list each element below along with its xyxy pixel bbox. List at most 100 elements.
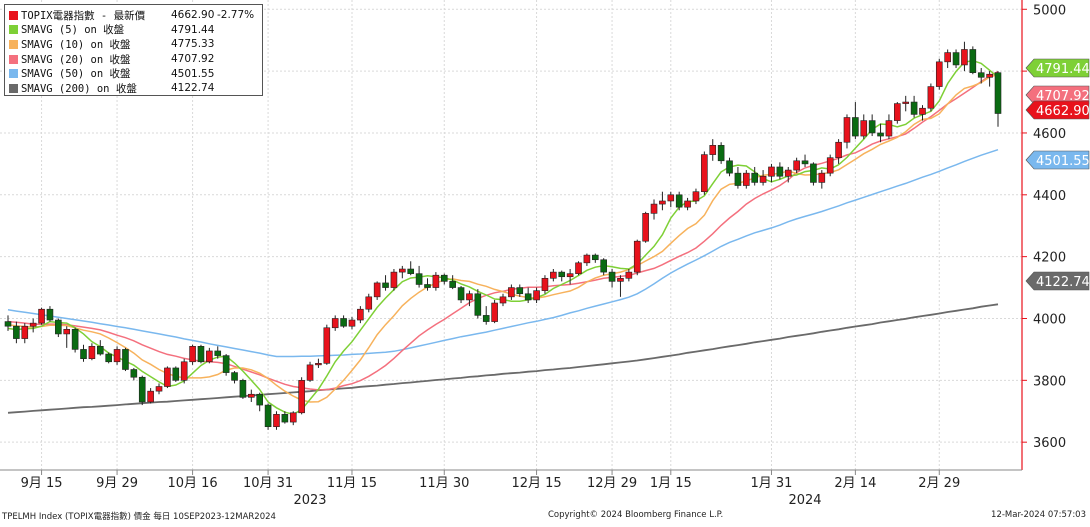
y-tick-label: 4400 (1033, 189, 1066, 204)
candle (717, 142, 725, 164)
candle (826, 154, 834, 177)
legend-change: -2.77% (217, 9, 255, 22)
candle (189, 344, 196, 365)
candle (625, 269, 633, 282)
candle (969, 46, 977, 75)
candle (776, 162, 784, 180)
chart-footer: TPELMH Index (TOPIX電器指數) 價金 每日 10SEP2023… (0, 508, 1090, 523)
legend-swatch (9, 39, 18, 49)
candle (894, 102, 901, 124)
candle (113, 346, 121, 365)
candle (55, 318, 62, 338)
legend-value: 4707.92 (171, 53, 215, 66)
last-value-tag-label: 4662.90 (1036, 104, 1090, 119)
y-tick-label: 3800 (1033, 374, 1066, 389)
candle (399, 265, 406, 279)
legend-series-name: SMAVG (10) on 收盤 (21, 38, 131, 51)
candle (357, 306, 364, 324)
candle (516, 284, 524, 297)
candle (38, 307, 45, 325)
legend-entry: SMAVG (50) on 收盤 4501.55 (9, 66, 258, 81)
candle (197, 344, 205, 364)
x-year-label: 2024 (788, 493, 821, 508)
last-value-tag: 4707.92 (1025, 85, 1090, 105)
candle (365, 293, 373, 313)
legend-series-name: SMAVG (5) on 收盤 (21, 24, 125, 37)
candle (533, 287, 540, 304)
footer-copyright: Copyright© 2024 Bloomberg Finance L.P. (548, 510, 724, 520)
last-value-tag: 4791.44 (1025, 58, 1090, 78)
x-tick-label: 10月 31 (243, 476, 293, 491)
candle (331, 315, 339, 331)
candle (415, 265, 423, 288)
candle (474, 289, 482, 319)
legend-value: 4501.55 (171, 67, 215, 80)
candle (751, 166, 758, 186)
candle (298, 377, 305, 415)
x-year-label: 2023 (293, 493, 326, 508)
candle (63, 326, 71, 348)
candle (860, 114, 868, 140)
candle (743, 170, 750, 189)
last-value-tag-label: 4122.74 (1036, 275, 1090, 290)
candle (659, 191, 666, 211)
candle (46, 306, 54, 322)
candle (273, 411, 280, 430)
candle (306, 361, 314, 382)
candle (432, 272, 440, 291)
candle (801, 154, 809, 167)
candle (147, 388, 154, 404)
candle (692, 188, 700, 205)
y-tick-label: 3600 (1033, 436, 1066, 451)
candle (4, 315, 12, 331)
legend-series-name: SMAVG (200) on 收盤 (21, 82, 137, 95)
x-tick-label: 12月 29 (587, 476, 637, 491)
candle (944, 49, 951, 69)
legend-swatch (9, 10, 18, 20)
y-tick-label: 4200 (1033, 251, 1066, 266)
candle (315, 358, 322, 368)
legend-series-name: SMAVG (50) on 收盤 (21, 68, 131, 81)
candle (961, 41, 968, 72)
candle (13, 321, 20, 344)
candle (709, 139, 717, 161)
candle (650, 199, 658, 220)
candle (667, 191, 675, 208)
candle (877, 123, 884, 143)
candle (591, 253, 599, 263)
legend-value: 4662.90 (171, 9, 215, 22)
candle (910, 95, 918, 118)
candle (382, 275, 389, 291)
candle (466, 290, 473, 307)
candle (810, 162, 817, 186)
candle (558, 270, 566, 282)
candle (373, 281, 381, 300)
candle (952, 49, 960, 69)
candle (340, 315, 347, 328)
legend-series-name: TOPIX電器指數 - 最新價 (21, 9, 146, 22)
candle (21, 323, 29, 344)
candle (927, 83, 935, 112)
candle (550, 269, 557, 282)
candle (759, 170, 767, 186)
candle (80, 344, 87, 362)
y-tick-label: 4600 (1033, 127, 1066, 142)
candle (256, 392, 263, 412)
candle (784, 166, 792, 183)
x-tick-label: 1月 31 (750, 476, 792, 491)
x-tick-label: 10月 16 (167, 476, 217, 491)
last-value-tag-label: 4791.44 (1036, 62, 1090, 77)
candle (835, 139, 842, 164)
candle (793, 157, 800, 174)
x-tick-label: 2月 14 (834, 476, 876, 491)
candle (457, 286, 465, 304)
candle (684, 197, 691, 211)
chart-legend: TOPIX電器指數 - 最新價 4662.90 -2.77% SMAVG (5) on… (4, 4, 263, 96)
candles (4, 41, 1002, 430)
candle (583, 253, 591, 266)
candle (701, 151, 708, 195)
candle (440, 273, 448, 285)
candle (390, 269, 398, 291)
candle (122, 347, 129, 372)
candle (105, 352, 112, 364)
